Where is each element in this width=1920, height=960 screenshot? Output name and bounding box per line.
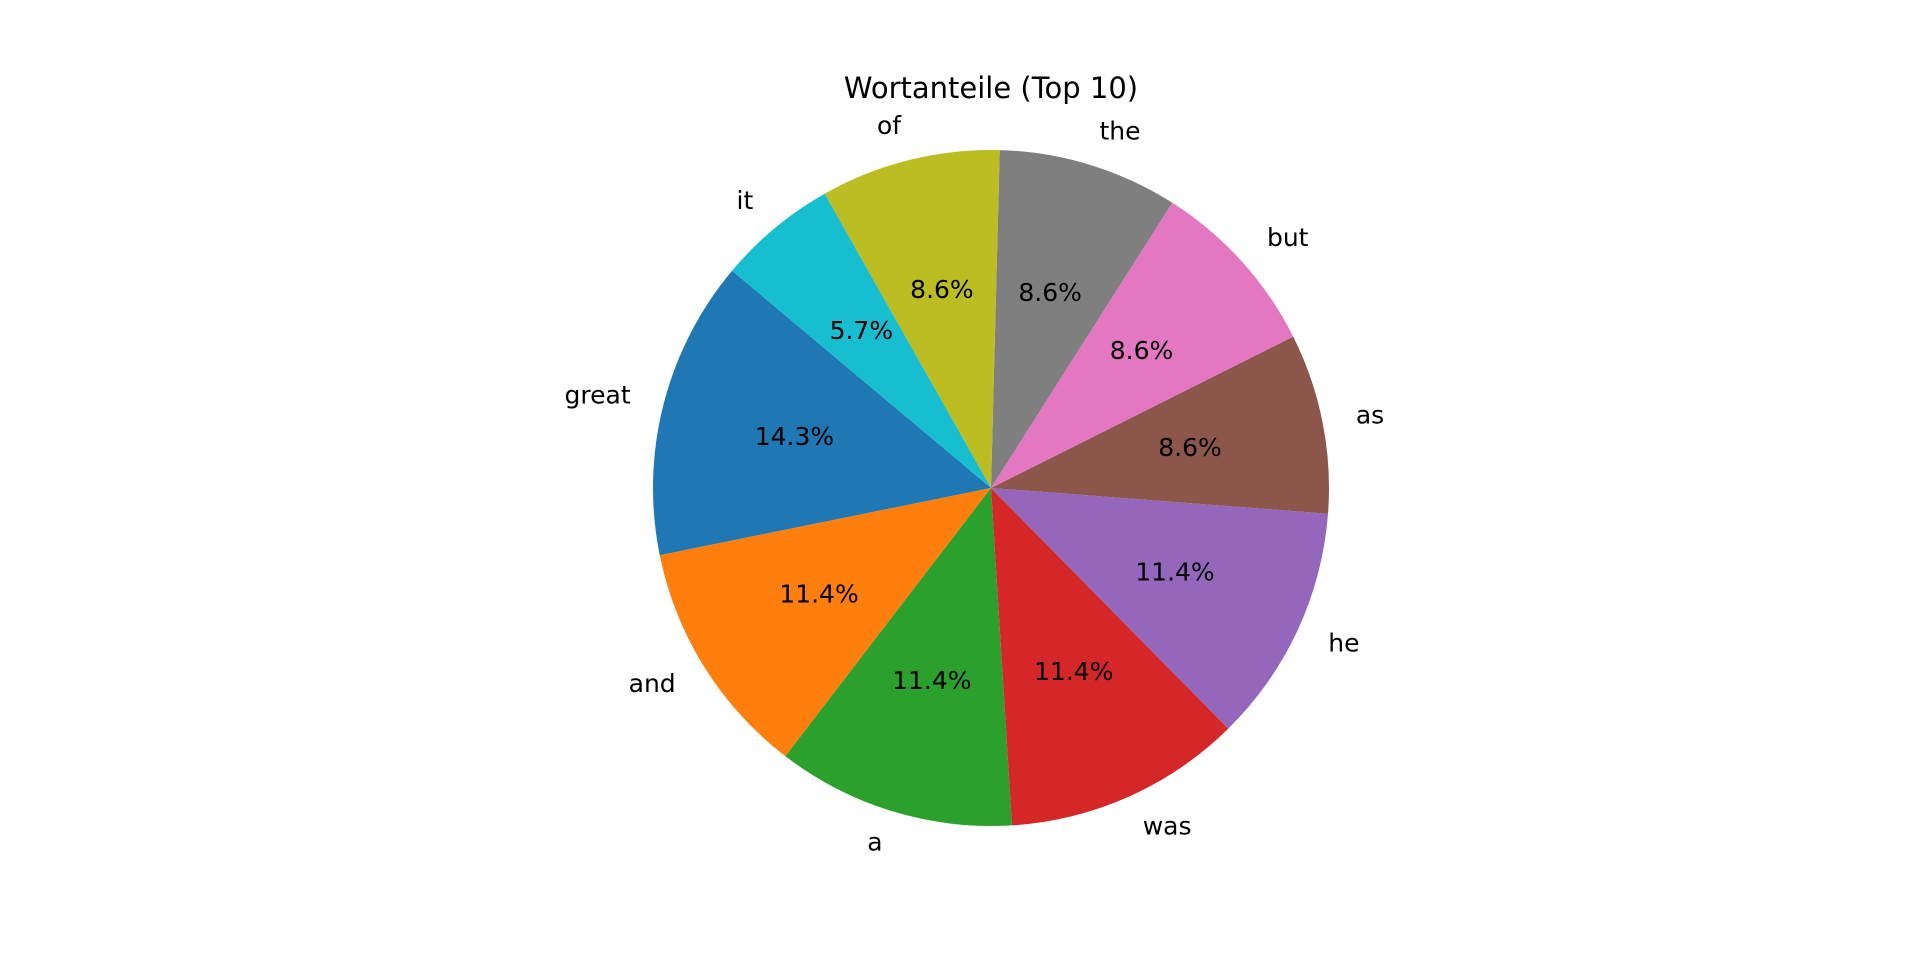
pie-slice-great bbox=[653, 270, 991, 556]
percent-label-he: 11.4% bbox=[1135, 557, 1214, 586]
percent-label-but: 8.6% bbox=[1110, 336, 1174, 365]
pie-slice-of bbox=[824, 150, 1000, 488]
percent-label-it: 5.7% bbox=[830, 316, 894, 345]
percent-label-and: 11.4% bbox=[779, 579, 858, 608]
slice-label-was: was bbox=[1143, 811, 1192, 840]
slice-label-great: great bbox=[565, 380, 631, 409]
percent-label-of: 8.6% bbox=[910, 275, 974, 304]
slice-label-of: of bbox=[877, 111, 902, 140]
pie-slice-but bbox=[991, 202, 1294, 489]
slice-label-the: the bbox=[1099, 116, 1140, 145]
slice-label-it: it bbox=[737, 186, 754, 215]
pie-slice-and bbox=[659, 488, 991, 757]
pie-slice-he bbox=[991, 488, 1329, 729]
slice-label-he: he bbox=[1328, 628, 1359, 657]
pie-slices bbox=[653, 150, 1330, 826]
slice-labels: great 14.3% and 11.4% a 11.4% was 11.4% he 11.4% a… bbox=[565, 111, 1385, 856]
slice-label-as: as bbox=[1356, 400, 1384, 429]
percent-label-a: 11.4% bbox=[892, 666, 971, 695]
percent-label-was: 11.4% bbox=[1034, 657, 1113, 686]
percent-label-as: 8.6% bbox=[1158, 433, 1222, 462]
percent-label-the: 8.6% bbox=[1018, 278, 1082, 307]
pie-slice-as bbox=[991, 336, 1330, 514]
pie-slice-a bbox=[785, 488, 1012, 826]
slice-label-a: a bbox=[867, 828, 882, 857]
slice-label-and: and bbox=[629, 669, 676, 698]
pie-slice-it bbox=[732, 193, 991, 488]
pie-slice-was bbox=[991, 488, 1229, 826]
slice-label-but: but bbox=[1267, 223, 1309, 252]
percent-label-great: 14.3% bbox=[755, 422, 834, 451]
chart-title: Wortanteile (Top 10) bbox=[844, 71, 1138, 105]
pie-slice-the bbox=[991, 150, 1173, 488]
